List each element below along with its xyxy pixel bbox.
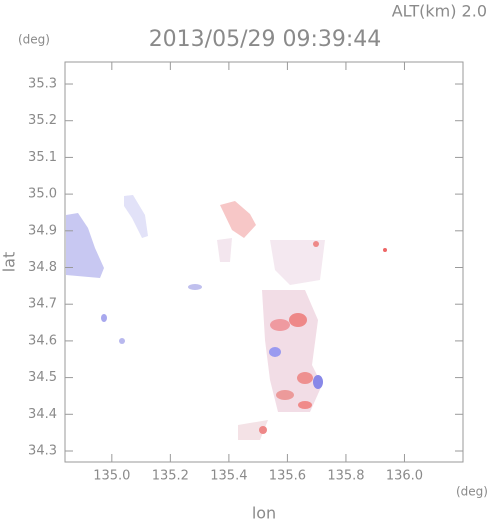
echo: [297, 372, 313, 384]
echo: [101, 314, 107, 322]
y-tick-label: 34.9: [28, 223, 57, 238]
y-tick-label: 35.1: [28, 150, 57, 165]
y-tick-label: 35.3: [28, 77, 57, 92]
y-tick-label: 34.8: [28, 260, 57, 275]
chart-title: 2013/05/29 09:39:44: [149, 27, 382, 52]
echo: [383, 248, 387, 252]
echo: [188, 284, 202, 290]
x-tick-label: 136.0: [386, 469, 423, 484]
x-tick-label: 135.6: [269, 469, 306, 484]
y-tick-label: 34.5: [28, 370, 57, 385]
echo: [298, 401, 312, 409]
echo: [238, 420, 268, 440]
echo: [66, 213, 104, 278]
y-tick-label: 35.0: [28, 187, 57, 202]
echo: [313, 241, 319, 247]
echo: [220, 201, 256, 238]
echo: [119, 338, 125, 344]
echo: [217, 238, 232, 262]
altitude-label: ALT(km) 2.0: [392, 2, 487, 21]
y-tick-label: 34.6: [28, 333, 57, 348]
x-tick-label: 135.8: [327, 469, 364, 484]
echo: [270, 319, 290, 331]
y-tick-label: 35.2: [28, 113, 57, 128]
x-unit: (deg): [456, 485, 488, 499]
echo: [259, 426, 267, 434]
y-tick-label: 34.3: [28, 443, 57, 458]
x-tick-label: 135.0: [93, 469, 130, 484]
y-tick-label: 34.4: [28, 407, 57, 422]
x-axis-label: lon: [252, 504, 276, 521]
echo: [269, 347, 281, 357]
y-tick-label: 34.7: [28, 297, 57, 312]
x-tick-label: 135.2: [152, 469, 189, 484]
echo: [276, 390, 294, 400]
plot-frame: [64, 61, 464, 463]
echo: [289, 313, 307, 327]
echo: [270, 240, 325, 285]
y-unit: (deg): [18, 33, 50, 47]
echo: [313, 375, 323, 389]
x-tick-label: 135.4: [210, 469, 247, 484]
echo: [124, 195, 148, 238]
y-axis-label: lat: [0, 252, 19, 273]
echoes: [66, 195, 387, 440]
